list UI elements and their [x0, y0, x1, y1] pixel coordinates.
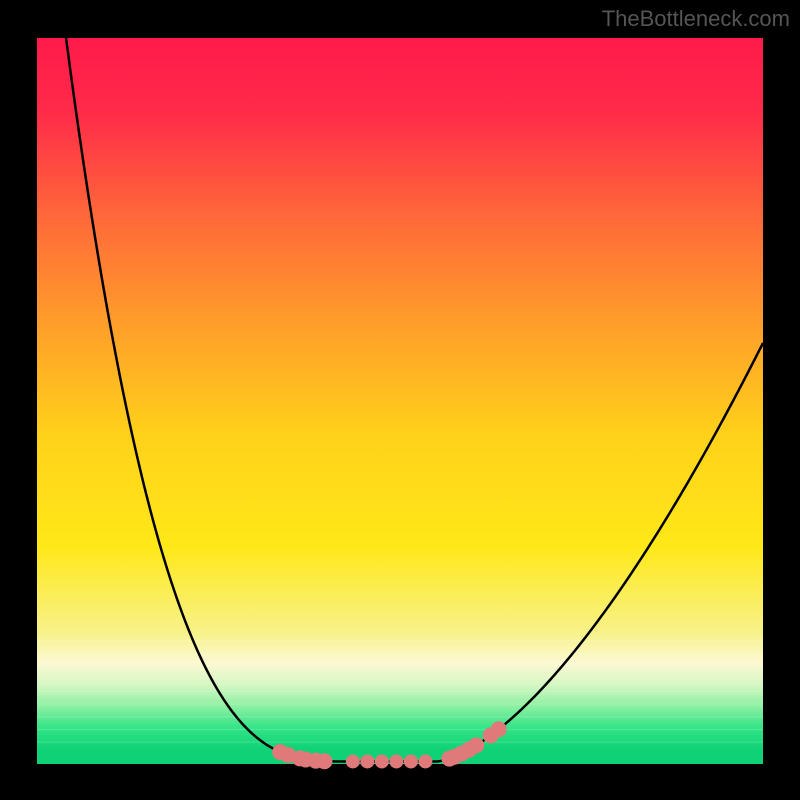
curve-marker [491, 721, 507, 737]
curve-marker [389, 754, 403, 768]
curve-marker [346, 754, 360, 768]
chart-svg [0, 0, 800, 800]
curve-marker [360, 754, 374, 768]
curve-marker [468, 737, 484, 753]
chart-background [37, 38, 763, 764]
curve-marker [375, 754, 389, 768]
curve-marker [404, 754, 418, 768]
bottleneck-chart: TheBottleneck.com [0, 0, 800, 800]
curve-marker [316, 753, 332, 769]
curve-marker [418, 754, 432, 768]
